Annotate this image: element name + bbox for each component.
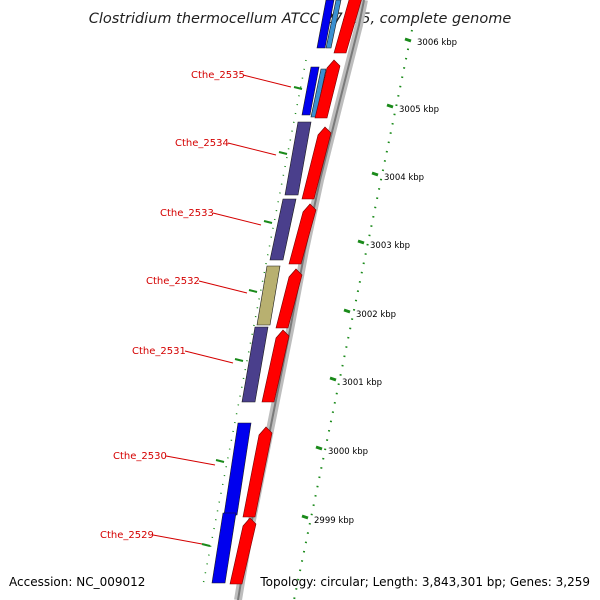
scale-label-5: 3002 kbp xyxy=(356,310,396,320)
gene-tick-7 xyxy=(201,543,211,547)
gene-label-cthe_2535: Cthe_2535 xyxy=(191,70,245,81)
gene-tick-2 xyxy=(278,151,288,155)
accession-text: Accession: NC_009012 xyxy=(9,575,145,589)
gene-label-cthe_2531: Cthe_2531 xyxy=(132,346,186,357)
feature-bar-top-blue xyxy=(316,0,335,49)
gene-tick-3 xyxy=(263,220,273,224)
gene-tick-1 xyxy=(293,86,303,90)
map-title: Clostridium thermocellum ATCC 27405, com… xyxy=(89,11,512,27)
scale-tick-6 xyxy=(329,376,337,382)
scale-tick-2 xyxy=(386,103,394,109)
gene-label-cthe_2534: Cthe_2534 xyxy=(175,138,229,149)
feature-bar-4 xyxy=(256,265,281,326)
scale-tick-4 xyxy=(357,239,365,245)
feature-arrow-top xyxy=(333,0,362,54)
scale-label-7: 3000 kbp xyxy=(328,447,368,457)
scale-label-2: 3005 kbp xyxy=(399,105,439,115)
gene-label-cthe_2530: Cthe_2530 xyxy=(113,451,167,462)
feature-arrow-4 xyxy=(275,268,303,329)
gene-leader-cthe_2533 xyxy=(212,212,262,226)
scale-dotted-line xyxy=(293,29,413,600)
gene-tick-5 xyxy=(234,358,244,362)
scale-tick-8 xyxy=(301,514,309,520)
gene-leader-cthe_2534 xyxy=(227,142,277,156)
feature-arrow-2 xyxy=(301,126,332,200)
gene-leader-cthe_2532 xyxy=(198,280,248,294)
gene-label-group: Cthe_2535 Cthe_2534 Cthe_2533 Cthe_2532 Cthe… xyxy=(100,59,307,586)
feature-arrow-3 xyxy=(288,203,317,265)
scale-label-6: 3001 kbp xyxy=(342,378,382,388)
gene-leader-cthe_2529 xyxy=(152,534,203,545)
gene-leader-cthe_2535 xyxy=(242,74,292,88)
feature-arrow-7 xyxy=(229,517,257,585)
topology-text: Topology: circular; Length: 3,843,301 bp… xyxy=(259,575,590,589)
feature-bar-5 xyxy=(241,326,269,403)
gene-label-cthe_2533: Cthe_2533 xyxy=(160,208,214,219)
feature-arrow-1 xyxy=(314,59,341,119)
scale-tick-3 xyxy=(371,171,379,177)
feature-bar-top-light xyxy=(325,0,342,49)
feature-bar-1 xyxy=(301,66,320,116)
feature-bar-7 xyxy=(211,512,237,584)
genome-backbone xyxy=(234,0,368,600)
gene-label-cthe_2529: Cthe_2529 xyxy=(100,530,154,541)
scale-tick-5 xyxy=(343,308,351,314)
scale-tick-7 xyxy=(315,445,323,451)
scale-label-4: 3003 kbp xyxy=(370,241,410,251)
feature-bar-6 xyxy=(223,422,252,516)
feature-bar-3 xyxy=(269,198,297,261)
feature-arrow-6 xyxy=(242,426,273,518)
scale-label-1: 3006 kbp xyxy=(417,38,457,48)
scale-label-8: 2999 kbp xyxy=(314,516,354,526)
gene-leader-cthe_2530 xyxy=(165,455,216,466)
scale-label-3: 3004 kbp xyxy=(384,173,424,183)
scale-tick-1 xyxy=(404,37,412,43)
scale-track: 3006 kbp 3005 kbp 3004 kbp 3003 kbp 3002 kbp… xyxy=(293,29,457,600)
feature-track xyxy=(211,0,362,585)
feature-arrow-5 xyxy=(261,329,290,403)
gene-tick-6 xyxy=(215,459,225,463)
gene-label-cthe_2532: Cthe_2532 xyxy=(146,276,200,287)
gene-tick-4 xyxy=(248,289,258,293)
gene-leader-cthe_2531 xyxy=(184,350,234,364)
feature-bar-2 xyxy=(284,121,312,196)
